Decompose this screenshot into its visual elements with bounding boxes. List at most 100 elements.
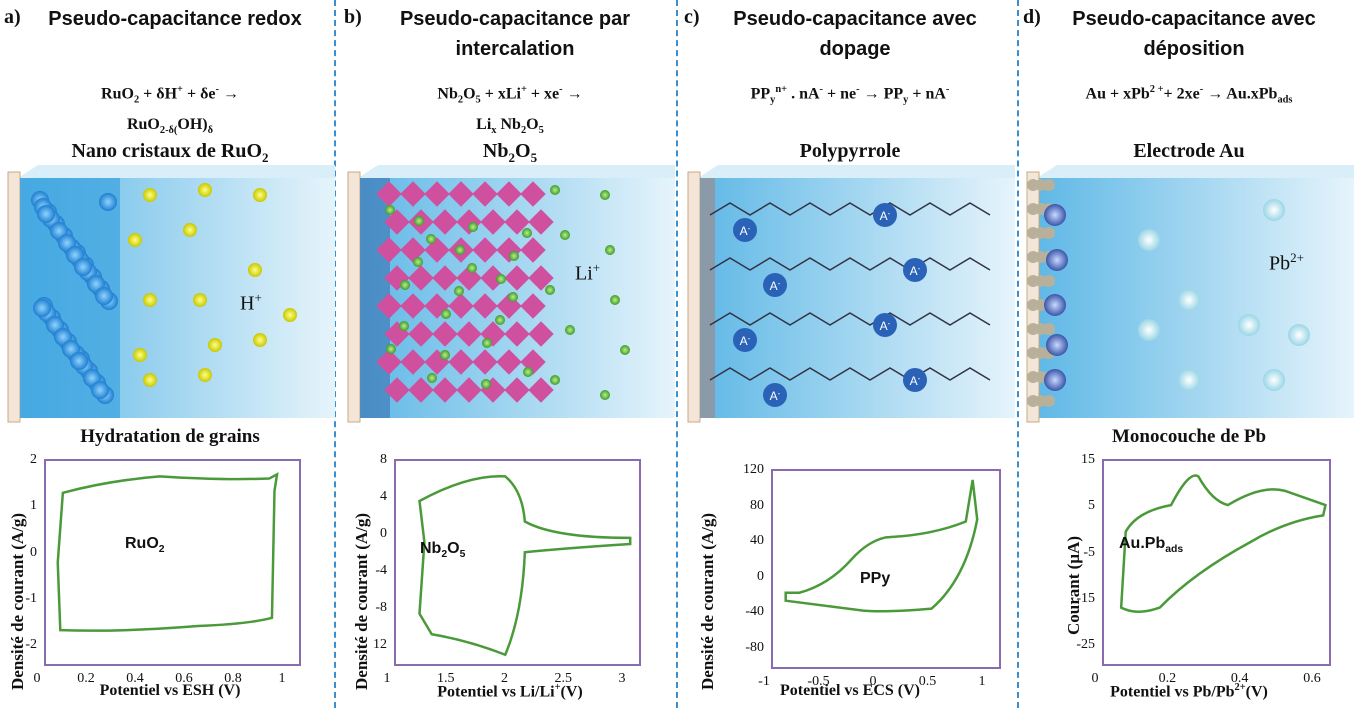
text-run: + nA	[908, 85, 946, 103]
box-top	[358, 165, 675, 178]
particle	[198, 183, 212, 197]
superscript: -	[856, 84, 860, 95]
text-run: PP	[750, 85, 771, 103]
text-run: →	[562, 85, 583, 103]
subscript: 2	[457, 94, 464, 106]
octahedron	[384, 377, 410, 403]
particle	[248, 263, 262, 277]
particle	[198, 368, 212, 382]
particle	[37, 205, 55, 223]
x-axis-label: Potentiel vs ESH (V)	[99, 682, 241, 699]
particle	[481, 379, 491, 389]
panel: a) Pseudo-capacitance redox RuO2 + δH+ + δ…	[0, 0, 340, 708]
octahedron	[528, 377, 554, 403]
superscript: -	[819, 84, 823, 95]
divider	[1017, 0, 1019, 708]
ion-label: Pb2+	[1269, 250, 1304, 276]
anion-label: A-	[740, 224, 751, 239]
y-tick-label: 4	[380, 489, 387, 504]
particle	[253, 333, 267, 347]
x-tick-label: 0.4	[1230, 671, 1249, 686]
particle	[482, 338, 492, 348]
superscript: -	[1199, 84, 1204, 95]
x-axis-label: Potentiel vs ECS (V)	[780, 682, 920, 699]
plot-frame	[1102, 459, 1331, 666]
octahedron	[376, 181, 402, 207]
equation: RuO2 + δH+ + δe- → RuO2-δ(OH)δ	[0, 78, 340, 143]
particle	[91, 381, 109, 399]
y-tick-label: -8	[375, 600, 387, 615]
y-tick-label: 12	[373, 637, 387, 652]
text-run: + ne	[822, 85, 857, 103]
panel-title: Pseudo-capacitance redox	[48, 8, 302, 30]
y-tick-label: -4	[375, 563, 387, 578]
text-run: PPy	[860, 570, 891, 587]
panel-graphics: A-A-A-A-A-A-A-A-	[687, 165, 1015, 669]
text-run: Nb	[482, 140, 509, 162]
particle	[253, 188, 267, 202]
y-tick-label: 0	[30, 544, 37, 560]
octahedron	[384, 209, 410, 235]
superscript: 2 +	[1149, 84, 1164, 95]
subscript: y	[903, 94, 909, 106]
anion-label: A-	[880, 319, 891, 334]
octahedron	[408, 377, 434, 403]
equation-line: Nb2O5 + xLi+ + xe- →	[340, 78, 680, 113]
box-top	[18, 165, 335, 178]
particle	[495, 315, 505, 325]
particle	[95, 287, 113, 305]
equation-line: Lix Nb2O5	[340, 113, 680, 143]
text-run: →	[218, 85, 239, 103]
subscript: 2	[441, 549, 448, 561]
curve-label: PPy	[860, 570, 890, 588]
text-run: . nA	[787, 85, 820, 103]
subscript: 5	[538, 124, 544, 136]
anion-label: A-	[770, 279, 781, 294]
anion-label: A-	[910, 374, 921, 389]
subscript: y	[770, 94, 776, 106]
particle	[454, 286, 464, 296]
octahedron	[448, 181, 474, 207]
superscript: -	[215, 84, 219, 95]
octahedron	[424, 181, 450, 207]
text-run: O	[447, 540, 460, 557]
x-tick-label: 0.6	[1303, 671, 1321, 686]
x-tick-label: -1	[758, 674, 770, 689]
text-run: Potentiel vs Li/Li	[437, 683, 555, 701]
curve-label: Nb2O5	[420, 540, 465, 560]
y-axis-label: Densité de courant (A/g)	[352, 512, 371, 690]
panel-graphics	[347, 165, 675, 666]
text-run: -	[778, 279, 781, 288]
y-tick-label: 40	[750, 533, 764, 549]
particle	[1238, 314, 1260, 336]
text-run: + 2xe	[1163, 85, 1200, 103]
subscript: 2	[158, 544, 165, 556]
octahedron	[448, 349, 474, 375]
x-tick-label: 0.8	[224, 671, 242, 686]
subscript: 5	[475, 94, 481, 106]
y-tick-label: 1	[30, 498, 37, 514]
particle	[385, 205, 395, 215]
equation: PPyn+ . nA- + ne- → PPy + nA-	[680, 78, 1020, 113]
electrode-plate	[347, 171, 361, 423]
particle	[509, 251, 519, 261]
anion-label: A-	[740, 334, 751, 349]
subscript: 2-δ(	[159, 124, 178, 136]
x-tick-label: 0.6	[175, 671, 193, 686]
x-tick-label: 1	[278, 671, 286, 686]
image-label: Nb2O5	[340, 140, 680, 166]
text-run: A	[740, 224, 748, 238]
superscript: +	[592, 260, 601, 275]
box-top	[698, 165, 1015, 178]
caption: Hydratation de grains	[80, 426, 260, 447]
octahedron	[472, 181, 498, 207]
y-tick-label: 8	[380, 452, 387, 467]
particle	[1263, 199, 1285, 221]
particle	[400, 280, 410, 290]
particle	[600, 390, 610, 400]
x-tick-label: 2.5	[554, 671, 573, 686]
plot-frame	[394, 459, 641, 666]
octahedron	[472, 237, 498, 263]
panel-letter: d)	[1023, 6, 1041, 28]
